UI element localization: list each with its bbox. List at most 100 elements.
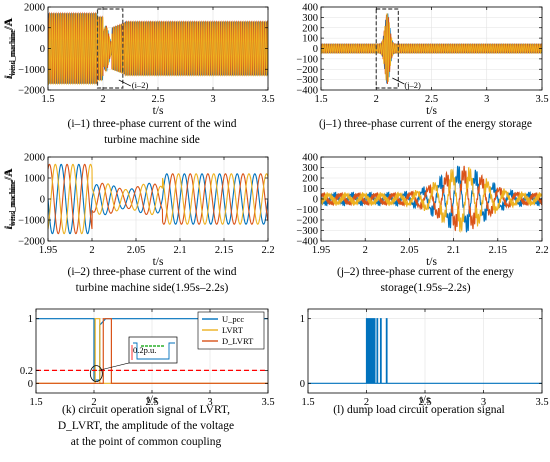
x-tick-label: 1.95 <box>39 245 57 256</box>
y-tick-label: 100 <box>302 34 318 45</box>
y-tick-label: −2000 <box>18 237 45 248</box>
y-tick-label: −1000 <box>18 65 45 76</box>
annotation-pointer <box>392 77 405 85</box>
caption-line: (i–2) three-phase current of the wind <box>68 266 237 278</box>
y-tick-label: 300 <box>302 163 318 174</box>
y-tick-label: −300 <box>296 226 318 237</box>
zoom-annotation: (i–2) <box>132 80 149 90</box>
caption-line: storage(1.95s–2.2s) <box>380 282 470 294</box>
y-tick-label: 400 <box>302 3 318 14</box>
x-tick-label: 2 <box>91 397 96 408</box>
inset-label: 0.2p.u. <box>133 345 156 355</box>
caption-line: (j–2) three-phase current of the energy <box>337 266 514 278</box>
y-tick-label: 0.2 <box>20 366 33 377</box>
x-tick-label: 2.15 <box>489 245 507 256</box>
y-tick-label: −200 <box>296 216 318 227</box>
caption-line: (i–1) three-phase current of the wind <box>68 118 237 130</box>
y-tick-label: −2000 <box>18 86 45 97</box>
x-tick-label: 2 <box>364 397 369 408</box>
caption-line: at the point of common coupling <box>71 436 222 448</box>
caption-line: (k) circuit operation signal of LVRT, <box>62 404 230 416</box>
x-axis-label: t/s <box>153 105 164 117</box>
x-tick-label: 3.5 <box>261 397 274 408</box>
x-tick-label: 2 <box>89 245 94 256</box>
caption-line: (j–1) three-phase current of the energy … <box>319 118 532 130</box>
x-axis-label: t/s <box>153 256 164 268</box>
x-tick-label: 2.1 <box>447 245 460 256</box>
zoom-box <box>96 8 124 89</box>
zoom-box <box>375 8 399 89</box>
y-tick-label: −1000 <box>18 216 45 227</box>
caption-line: turbine machine side(1.95s–2.2s) <box>76 282 229 294</box>
x-axis-label: t/s <box>147 394 158 406</box>
series-line-2 <box>48 13 268 86</box>
y-tick-label: 1000 <box>24 23 45 34</box>
highlight-circle <box>89 365 103 383</box>
chart-j2: 1.95 2 2.05 2.1 2.15 2.2−400−300−200−10001002… <box>3 153 549 295</box>
x-tick-label: 1.95 <box>312 245 330 256</box>
y-tick-label: 2000 <box>24 153 45 164</box>
y-tick-label: 0 <box>28 379 33 390</box>
x-tick-label: 1.5 <box>301 397 314 408</box>
chart-i1: (i–2) 1.5 2 2.5 3 3.5 −2000 −1000 0 1000 2000 t/s(i… <box>3 3 275 147</box>
legend-label: D_LVRT <box>222 336 254 346</box>
x-tick-label: 2.2 <box>261 245 274 256</box>
annotation-pointer <box>118 79 131 87</box>
x-tick-label: 2 <box>363 245 368 256</box>
x-tick-label: 3 <box>210 94 215 105</box>
x-tick-label: 2.5 <box>418 397 431 408</box>
zoom-annotation: (j–2) <box>404 80 421 90</box>
y-tick-label: −100 <box>296 54 318 65</box>
x-tick-label: 3 <box>207 397 212 408</box>
x-tick-label: 3.5 <box>261 94 274 105</box>
caption-line: D_LVRT, the amplitude of the voltage <box>58 420 234 432</box>
x-tick-label: 2.1 <box>173 245 186 256</box>
y-tick-label: 1000 <box>24 174 45 185</box>
series-line-D_LVRT <box>36 318 268 384</box>
x-tick-label: 3.5 <box>535 94 548 105</box>
x-tick-label: 3.5 <box>535 397 548 408</box>
inset-trace <box>133 342 175 360</box>
x-axis-label: t/s <box>426 105 437 117</box>
y-tick-label: 100 <box>302 184 318 195</box>
legend-label: LVRT <box>222 325 244 335</box>
x-tick-label: 2.5 <box>425 94 438 105</box>
legend-label: U_pcc <box>222 314 244 324</box>
y-tick-label: −400 <box>296 86 318 97</box>
dump-load-signal <box>308 318 542 384</box>
x-tick-label: 2 <box>374 94 379 105</box>
y-tick-label: −100 <box>296 205 318 216</box>
series-line-2 <box>321 13 542 82</box>
x-tick-label: 2.05 <box>400 245 418 256</box>
y-axis-label: ibess_machine/A <box>3 169 17 229</box>
x-axis-label: t/s <box>420 394 431 406</box>
series-line-2 <box>48 163 268 235</box>
series-line-2 <box>321 166 542 234</box>
x-tick-label: 2.5 <box>151 94 164 105</box>
chart-i2: 1.95 2 2.05 2.1 2.15 2.2 −2000 −1000 0 1000 2000 t/… <box>3 153 275 295</box>
y-tick-label: 2000 <box>24 3 45 14</box>
y-tick-label: 200 <box>302 23 318 34</box>
y-axis-label: iwind_machine/A <box>3 167 17 230</box>
caption-line: (l) dump load circuit operation signal <box>333 404 505 416</box>
y-tick-label: 1 <box>28 314 33 325</box>
y-tick-label: 300 <box>302 13 318 24</box>
y-axis-label: ibess_machine/A <box>3 18 17 78</box>
x-tick-label: 3 <box>481 397 486 408</box>
inset-connector <box>98 362 130 371</box>
x-tick-label: 1.5 <box>314 94 327 105</box>
x-tick-label: 1.5 <box>29 397 42 408</box>
y-tick-label: −400 <box>296 237 318 248</box>
x-tick-label: 2.15 <box>215 245 233 256</box>
y-tick-label: 0 <box>40 44 45 55</box>
y-tick-label: −300 <box>296 75 318 86</box>
y-tick-label: 1 <box>300 314 305 325</box>
x-axis-label: t/s <box>426 256 437 268</box>
x-tick-label: 2 <box>100 94 105 105</box>
y-tick-label: 0 <box>40 195 45 206</box>
y-tick-label: 400 <box>302 153 318 164</box>
x-tick-label: 2.2 <box>535 245 548 256</box>
chart-j1: (j–2)1.5 2 2.5 3 3.5−400−300−200−10001002003… <box>3 3 549 131</box>
